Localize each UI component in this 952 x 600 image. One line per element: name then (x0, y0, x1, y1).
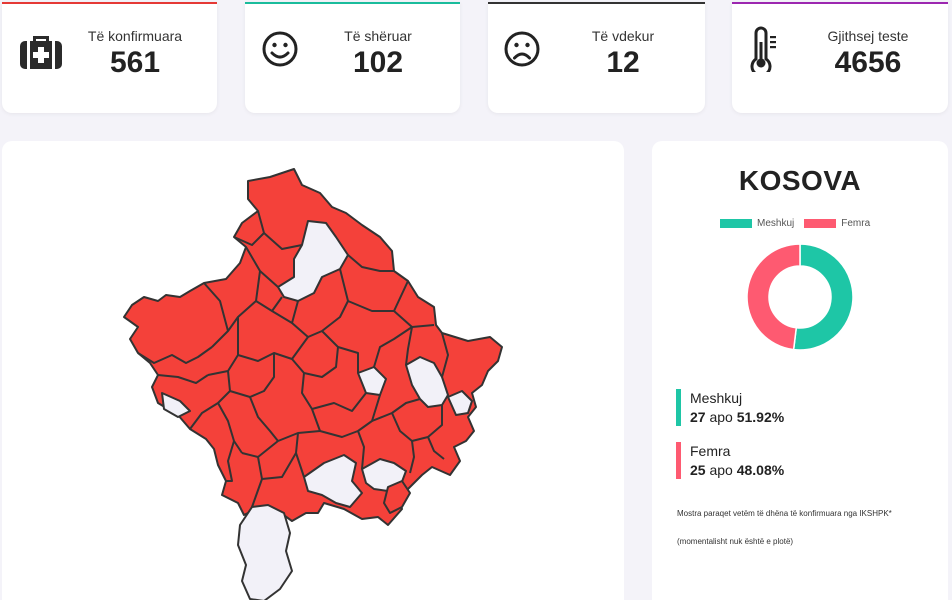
map-region-unaffected[interactable] (277, 220, 349, 302)
map-border (301, 372, 321, 432)
accent-line (245, 2, 460, 4)
stat-label: Të shëruar (344, 28, 412, 44)
female-stat-bar (676, 442, 681, 479)
stat-label: Të vdekur (591, 28, 655, 44)
map-border (241, 430, 321, 458)
female-stat-label: Femra (690, 443, 731, 459)
medical-kit-icon (20, 36, 62, 69)
stat-value: 4656 (834, 46, 902, 79)
map-region-unaffected[interactable] (161, 392, 191, 418)
map-border (257, 210, 303, 250)
legend-item-female[interactable]: Femra (804, 218, 870, 229)
legend-label: Meshkuj (757, 218, 795, 229)
male-stat-bar (676, 389, 681, 426)
stat-label: Të konfirmuara (87, 28, 183, 44)
map-border (255, 270, 283, 312)
map-card (2, 141, 624, 600)
map-border (373, 326, 413, 368)
map-region-unaffected[interactable] (405, 356, 449, 408)
female-stat-detail: 25 apo 48.08% (690, 460, 784, 480)
map-region-unaffected[interactable] (303, 454, 363, 508)
map-border (226, 440, 235, 482)
female-count: 25 (690, 462, 706, 478)
stat-label: Gjithsej teste (827, 28, 909, 44)
map-border (217, 402, 243, 454)
chart-legend: Meshkuj Femra (720, 218, 870, 229)
male-stat: Meshkuj 27 apo 51.92% (676, 389, 784, 427)
map-region-unaffected[interactable] (447, 390, 473, 416)
donut-slice-femra[interactable] (746, 243, 801, 351)
legend-item-male[interactable]: Meshkuj (720, 218, 794, 229)
stat-value: 561 (109, 46, 161, 79)
male-stat-detail: 27 apo 51.92% (690, 407, 784, 427)
region-stats-card: KOSOVA Meshkuj Femra Meshkuj 27 apo 51.9… (652, 141, 948, 600)
stat-value: 102 (352, 46, 404, 79)
gender-donut-chart (746, 243, 854, 351)
map-border (337, 346, 359, 373)
male-count: 27 (690, 409, 706, 425)
map-border (291, 330, 339, 378)
stat-card-confirmed: Të konfirmuara 561 (2, 2, 217, 113)
map-border (357, 430, 365, 470)
map-border (371, 398, 421, 422)
map-border (207, 317, 239, 376)
thermometer-icon (750, 26, 776, 72)
accent-line (488, 2, 705, 4)
stat-card-recovered: Të shëruar 102 (245, 2, 460, 113)
kosovo-map (123, 168, 503, 600)
sad-icon (504, 31, 540, 67)
legend-swatch (804, 219, 837, 228)
accent-line (732, 2, 948, 4)
smile-icon (262, 31, 298, 67)
male-percent: 51.92% (736, 409, 785, 425)
map-border (261, 452, 297, 480)
male-stat-label: Meshkuj (690, 390, 743, 406)
map-border (233, 232, 265, 246)
stat-value: 12 (606, 46, 640, 79)
donut-slice-meshkuj[interactable] (792, 243, 854, 351)
female-percent: 48.08% (736, 462, 785, 478)
stat-card-deaths: Të vdekur 12 (488, 2, 705, 113)
male-word: apo (709, 409, 733, 425)
map-region-unaffected[interactable] (357, 366, 387, 396)
map-border (347, 280, 409, 312)
accent-line (2, 2, 217, 4)
female-stat: Femra 25 apo 48.08% (676, 442, 784, 480)
map-region-unaffected[interactable] (237, 504, 293, 600)
map-border (137, 346, 213, 364)
map-border (441, 332, 449, 378)
map-border (391, 405, 443, 442)
map-border (347, 254, 394, 272)
map-border (405, 326, 413, 366)
map-border (311, 392, 367, 412)
region-title: KOSOVA (738, 165, 862, 196)
female-word: apo (709, 462, 733, 478)
map-border (291, 268, 349, 338)
data-source-note: Mostra paraqet vetëm të dhëna të konfirm… (677, 509, 892, 518)
stat-card-tests: Gjithsej teste 4656 (732, 2, 948, 113)
map-border (409, 440, 415, 474)
legend-label: Femra (841, 218, 871, 229)
map-border (229, 353, 275, 398)
map-border (427, 436, 445, 460)
map-region-affected[interactable] (383, 480, 411, 514)
data-incomplete-note: (momentalisht nuk është e plotë) (677, 537, 794, 546)
map-border (157, 374, 209, 384)
map-border (203, 282, 229, 348)
legend-swatch (720, 219, 752, 228)
map-border (249, 396, 279, 442)
